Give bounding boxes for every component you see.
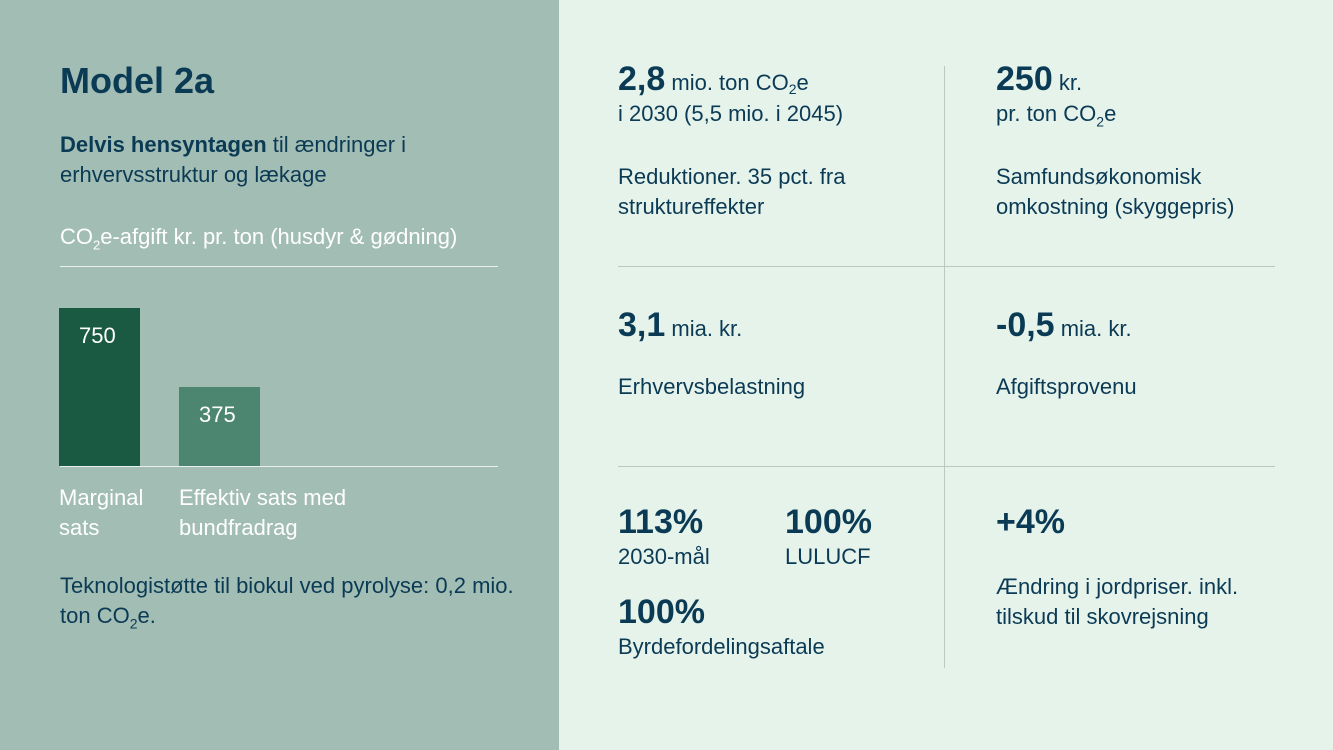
kpi-reduction-line2: i 2030 (5,5 mio. i 2045) (618, 101, 844, 126)
kpi-cost-desc-line1: Samfundsøkonomisk (996, 164, 1202, 189)
grid-row-divider-1 (618, 266, 1275, 267)
kpi-burden: 3,1 mia. kr. (618, 306, 742, 345)
kpi-cost-desc-line2: omkostning (skyggepris) (996, 194, 1235, 219)
kpi-lulucf-value: 100% (785, 503, 872, 541)
category-label-marginal-line1: Marginal (59, 485, 144, 510)
kpi-revenue: -0,5 mia. kr. (996, 306, 1132, 345)
kpi-reduction-desc-line2: struktureffekter (618, 194, 765, 219)
technology-support-note: Teknologistøtte til biokul ved pyrolyse:… (60, 571, 540, 638)
right-panel: 2,8 mio. ton CO2e i 2030 (5,5 mio. i 204… (559, 0, 1333, 750)
chart-title-sub: 2 (93, 237, 101, 253)
bar-0 (59, 308, 140, 466)
grid-row-divider-2 (618, 466, 1275, 467)
kpi-cost-unit: kr. (1052, 70, 1083, 95)
kpi-burden-unit: mia. kr. (665, 316, 743, 341)
kpi-cost-desc: Samfundsøkonomisk omkostning (skyggepris) (996, 162, 1234, 222)
subtitle-bold: Delvis hensyntagen (60, 132, 267, 157)
kpi-lulucf: 100% LULUCF (785, 503, 872, 572)
kpi-land-price-value: +4% (996, 503, 1065, 541)
kpi-land-price-desc-line1: Ændring i jordpriser. inkl. (996, 574, 1239, 599)
category-label-effektiv: Effektiv sats med bundfradrag (179, 483, 346, 543)
model-subtitle: Delvis hensyntagen til ændringer i erhve… (60, 130, 520, 190)
kpi-reduction-desc: Reduktioner. 35 pct. fra struktureffekter (618, 162, 845, 222)
category-label-marginal: Marginal sats (59, 483, 143, 543)
bar-value-label-0: 750 (79, 323, 116, 348)
kpi-burden-sharing-value: 100% (618, 593, 705, 631)
kpi-2030-goal-desc: 2030-mål (618, 544, 710, 569)
kpi-reduction: 2,8 mio. ton CO2e i 2030 (5,5 mio. i 204… (618, 60, 843, 129)
kpi-cost-line2-pre: pr. ton CO (996, 101, 1097, 126)
kpi-cost-line2-sub: 2 (1096, 113, 1105, 130)
kpi-reduction-desc-line1: Reduktioner. 35 pct. fra (618, 164, 846, 189)
kpi-land-price-desc-line2: tilskud til skovrejsning (996, 604, 1209, 629)
kpi-burden-desc: Erhvervsbelastning (618, 374, 806, 399)
chart-title: CO2e-afgift kr. pr. ton (husdyr & gødnin… (60, 224, 457, 252)
chart-top-rule (60, 266, 498, 267)
tech-note-post: e. (137, 603, 156, 628)
kpi-cost-line2-post: e (1104, 101, 1117, 126)
kpi-2030-goal: 113% 2030-mål (618, 503, 710, 572)
kpi-reduction-value: 2,8 (618, 60, 666, 98)
tech-note-sub: 2 (129, 615, 138, 632)
kpi-land-price-desc: Ændring i jordpriser. inkl. tilskud til s… (996, 572, 1238, 632)
category-label-marginal-line2: sats (59, 515, 100, 540)
chart-title-pre: CO (60, 224, 93, 249)
category-label-effektiv-line1: Effektiv sats med (179, 485, 347, 510)
kpi-revenue-unit: mia. kr. (1054, 316, 1132, 341)
subtitle-rest: til ændringer i erhvervsstruktur og læka… (60, 132, 407, 187)
kpi-revenue-desc: Afgiftsprovenu (996, 374, 1137, 399)
chart-title-post: e-afgift kr. pr. ton (husdyr & gødning) (100, 224, 458, 249)
kpi-reduction-unit-post: e (796, 70, 809, 95)
kpi-reduction-unit-sub: 2 (788, 81, 797, 98)
kpi-cost: 250 kr. pr. ton CO2e (996, 60, 1116, 136)
kpi-revenue-value: -0,5 (996, 306, 1055, 344)
category-label-effektiv-line2: bundfradrag (179, 515, 298, 540)
bar-value-label-1: 375 (199, 402, 236, 427)
chart-baseline (60, 466, 498, 467)
kpi-lulucf-desc: LULUCF (785, 544, 871, 569)
tech-note-pre: Teknologistøtte til biokul ved pyrolyse:… (60, 573, 514, 628)
kpi-burden-sharing: 100% Byrdefordelingsaftale (618, 593, 825, 662)
kpi-reduction-unit: mio. ton CO (665, 70, 789, 95)
model-title: Model 2a (60, 60, 215, 101)
bar-1 (179, 387, 260, 466)
kpi-burden-sharing-desc: Byrdefordelingsaftale (618, 634, 825, 659)
kpi-cost-value: 250 (996, 60, 1053, 98)
kpi-burden-value: 3,1 (618, 306, 666, 344)
kpi-land-price: +4% (996, 503, 1065, 542)
kpi-2030-goal-value: 113% (618, 503, 704, 541)
left-panel: Model 2a Delvis hensyntagen til ændringe… (0, 0, 559, 750)
grid-vertical-divider (944, 66, 945, 668)
